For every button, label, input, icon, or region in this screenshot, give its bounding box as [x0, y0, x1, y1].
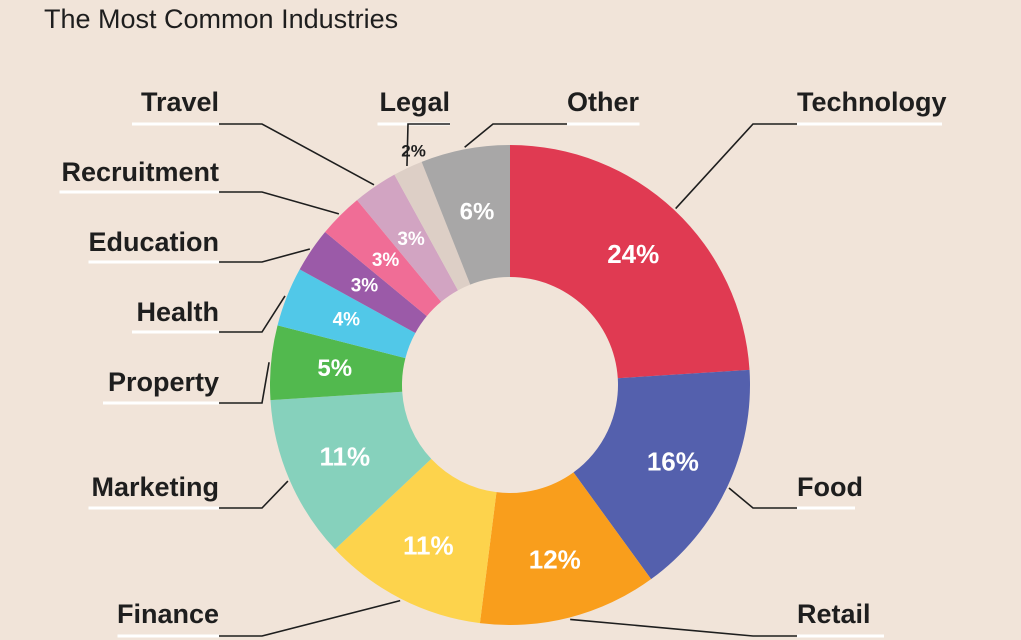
- chart-title: The Most Common Industries: [44, 4, 398, 34]
- category-label-retail: Retail: [797, 599, 871, 629]
- slice-food: [573, 369, 750, 580]
- slice-property: [270, 325, 406, 401]
- leader-line-marketing: [219, 480, 289, 509]
- slice-health: [277, 269, 416, 359]
- value-label-property: 5%: [317, 355, 352, 382]
- slice-legal: [394, 161, 471, 291]
- value-label-other: 6%: [460, 199, 495, 226]
- leader-line-travel: [219, 123, 375, 186]
- leader-line-health: [219, 295, 286, 333]
- slice-other: [421, 145, 510, 285]
- leader-line-food: [728, 487, 797, 509]
- value-label-food: 16%: [647, 447, 699, 477]
- slice-technology: [510, 145, 750, 379]
- category-label-legal: Legal: [379, 87, 450, 117]
- leader-line-finance: [219, 599, 401, 637]
- leader-line-education: [219, 248, 311, 263]
- category-label-marketing: Marketing: [91, 472, 219, 502]
- slice-recruitment: [325, 200, 442, 317]
- leader-line-legal: [406, 123, 450, 167]
- value-label-retail: 12%: [529, 544, 581, 574]
- value-label-recruitment: 3%: [372, 250, 400, 271]
- value-label-marketing: 11%: [319, 441, 370, 471]
- slice-finance: [335, 458, 497, 624]
- value-label-travel: 3%: [397, 229, 425, 250]
- leader-line-recruitment: [219, 191, 340, 215]
- leader-line-technology: [675, 123, 797, 210]
- category-label-technology: Technology: [797, 87, 947, 117]
- category-label-education: Education: [88, 227, 219, 257]
- value-label-legal: 2%: [401, 141, 426, 160]
- category-label-finance: Finance: [117, 599, 219, 629]
- value-label-finance: 11%: [403, 530, 454, 560]
- category-label-travel: Travel: [141, 87, 219, 117]
- slice-retail: [479, 472, 652, 625]
- slice-marketing: [270, 391, 432, 550]
- category-label-food: Food: [797, 472, 863, 502]
- leader-line-retail: [570, 618, 797, 637]
- category-label-health: Health: [136, 297, 219, 327]
- slice-education: [299, 232, 427, 333]
- slice-travel: [357, 174, 458, 302]
- value-label-health: 4%: [333, 310, 361, 331]
- category-label-other: Other: [567, 87, 640, 117]
- leader-line-property: [219, 362, 270, 404]
- leader-line-other: [464, 123, 567, 148]
- value-label-education: 3%: [351, 276, 379, 297]
- category-label-property: Property: [108, 367, 219, 397]
- value-label-technology: 24%: [607, 239, 659, 269]
- category-label-recruitment: Recruitment: [61, 157, 219, 187]
